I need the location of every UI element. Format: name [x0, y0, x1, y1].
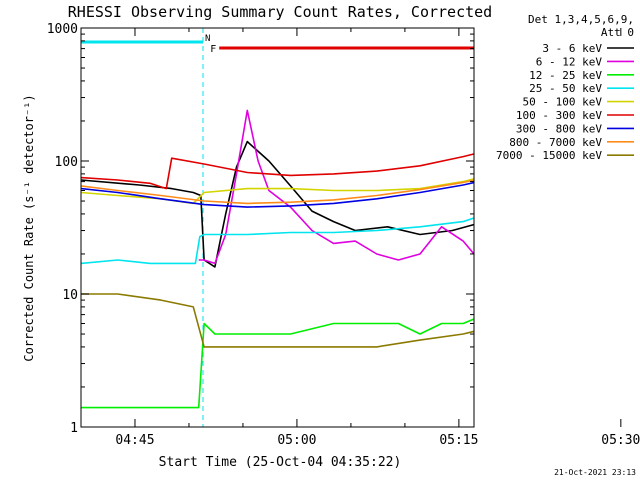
- y-axis-label: Corrected Count Rate (s⁻¹ detector⁻¹): [22, 94, 36, 361]
- legend-label: 100 - 300 keV: [516, 109, 602, 122]
- plot-frame: [80, 27, 475, 428]
- legend-label: 7000 - 15000 keV: [496, 149, 602, 162]
- legend-label: 50 - 100 keV: [523, 96, 603, 109]
- y-tick-label: 1: [70, 421, 78, 436]
- y-tick-label: 100: [55, 155, 78, 170]
- legend-label: 800 - 7000 keV: [509, 136, 602, 149]
- legend-label: 3 - 6 keV: [542, 42, 602, 55]
- x-tick-label: 05:00: [277, 433, 316, 448]
- legend-label: 300 - 800 keV: [516, 122, 602, 135]
- series-line-12to25kev: [81, 318, 474, 409]
- x-tick-label: 05:30: [601, 433, 640, 448]
- y-axis-ticks: 1 10 100 1000: [47, 22, 474, 436]
- series-line-25to50kev: [81, 217, 474, 265]
- series-line-3to6kev: [81, 140, 474, 268]
- series-line-6to12kev: [198, 109, 474, 265]
- series-line-100to300kev: [81, 153, 474, 190]
- x-tick-label: 04:45: [115, 433, 154, 448]
- legend-header-line-2: Att 0: [601, 26, 634, 39]
- y-tick-label: 1000: [47, 22, 78, 37]
- night-flag-label: N: [205, 34, 210, 44]
- legend-header-line-1: Det 1,3,4,5,6,9,: [528, 13, 634, 26]
- series-line-300to800kev: [81, 181, 474, 208]
- chart-title: RHESSI Observing Summary Count Rates, Co…: [68, 3, 492, 21]
- flare-flag-label: F: [210, 44, 216, 55]
- legend-label: 25 - 50 keV: [529, 82, 602, 95]
- legend-label: 6 - 12 keV: [536, 55, 603, 68]
- x-tick-label: 05:15: [439, 433, 478, 448]
- series-line-50to100kev: [81, 177, 474, 205]
- footer-timestamp: 21-Oct-2021 23:13: [554, 468, 636, 477]
- series-line-7000to15000kev: [81, 293, 474, 348]
- series-line-800to7000kev: [81, 179, 474, 205]
- y-tick-label: 10: [62, 288, 78, 303]
- series-layer: [81, 109, 474, 409]
- x-axis-label: Start Time (25-Oct-04 04:35:22): [159, 455, 402, 470]
- legend-label: 12 - 25 keV: [529, 69, 602, 82]
